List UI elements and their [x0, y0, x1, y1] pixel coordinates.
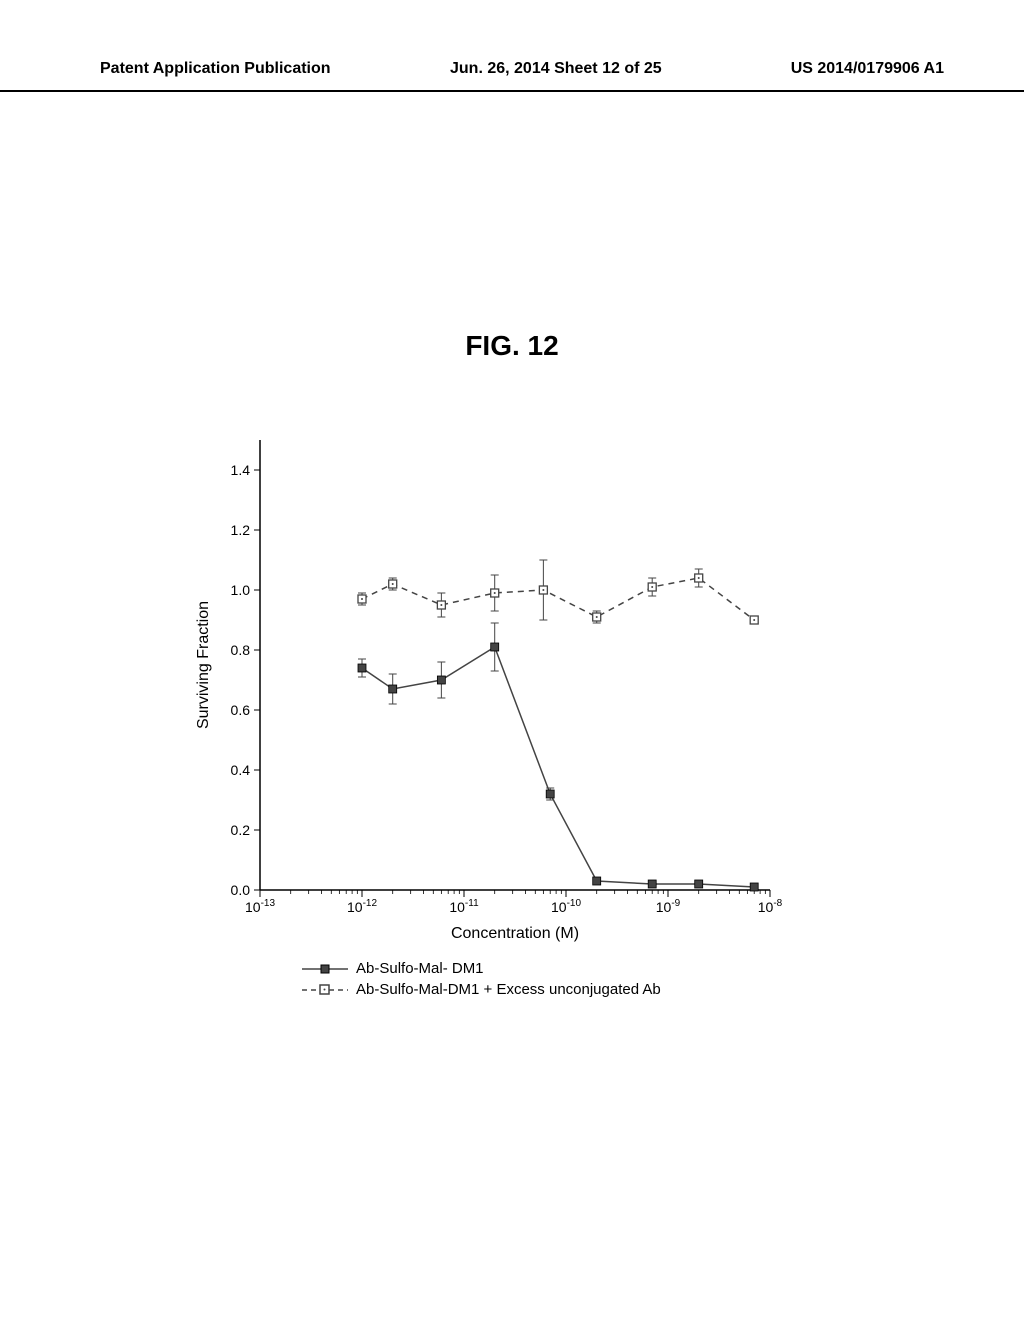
- header-right: US 2014/0179906 A1: [791, 60, 944, 78]
- svg-text:0.0: 0.0: [231, 882, 251, 898]
- svg-text:10-10: 10-10: [551, 898, 581, 915]
- svg-text:0.8: 0.8: [231, 642, 251, 658]
- legend: Ab-Sulfo-Mal- DM1 Ab-Sulfo-Mal-DM1 + Exc…: [300, 960, 661, 1002]
- figure-title: FIG. 12: [0, 330, 1024, 362]
- svg-text:0.6: 0.6: [231, 702, 251, 718]
- svg-text:0.4: 0.4: [231, 762, 251, 778]
- svg-text:1.4: 1.4: [231, 462, 251, 478]
- legend-item-0: Ab-Sulfo-Mal- DM1: [300, 960, 661, 977]
- header-center: Jun. 26, 2014 Sheet 12 of 25: [450, 60, 662, 78]
- svg-text:10-11: 10-11: [449, 898, 479, 915]
- svg-text:10-13: 10-13: [245, 898, 275, 915]
- svg-text:10-8: 10-8: [758, 898, 783, 915]
- legend-swatch-0: [300, 961, 350, 977]
- svg-text:10-12: 10-12: [347, 898, 377, 915]
- legend-item-1: Ab-Sulfo-Mal-DM1 + Excess unconjugated A…: [300, 981, 661, 998]
- legend-label-1: Ab-Sulfo-Mal-DM1 + Excess unconjugated A…: [356, 981, 661, 998]
- legend-swatch-1: [300, 982, 350, 998]
- svg-text:1.0: 1.0: [231, 582, 251, 598]
- header-left: Patent Application Publication: [100, 60, 331, 78]
- svg-text:1.2: 1.2: [231, 522, 251, 538]
- svg-text:Concentration (M): Concentration (M): [451, 925, 579, 942]
- legend-label-0: Ab-Sulfo-Mal- DM1: [356, 960, 484, 977]
- svg-text:0.2: 0.2: [231, 822, 251, 838]
- chart-container: 0.0 0.2 0.4 0.6 0.8 1.0 1.2 1.4 10-13 10-12 10-11 1…: [190, 430, 790, 950]
- svg-text:10-9: 10-9: [656, 898, 681, 915]
- chart-svg: 0.0 0.2 0.4 0.6 0.8 1.0 1.2 1.4 10-13 10-12 10-11 1…: [190, 430, 790, 950]
- svg-text:Surviving Fraction: Surviving Fraction: [195, 601, 212, 729]
